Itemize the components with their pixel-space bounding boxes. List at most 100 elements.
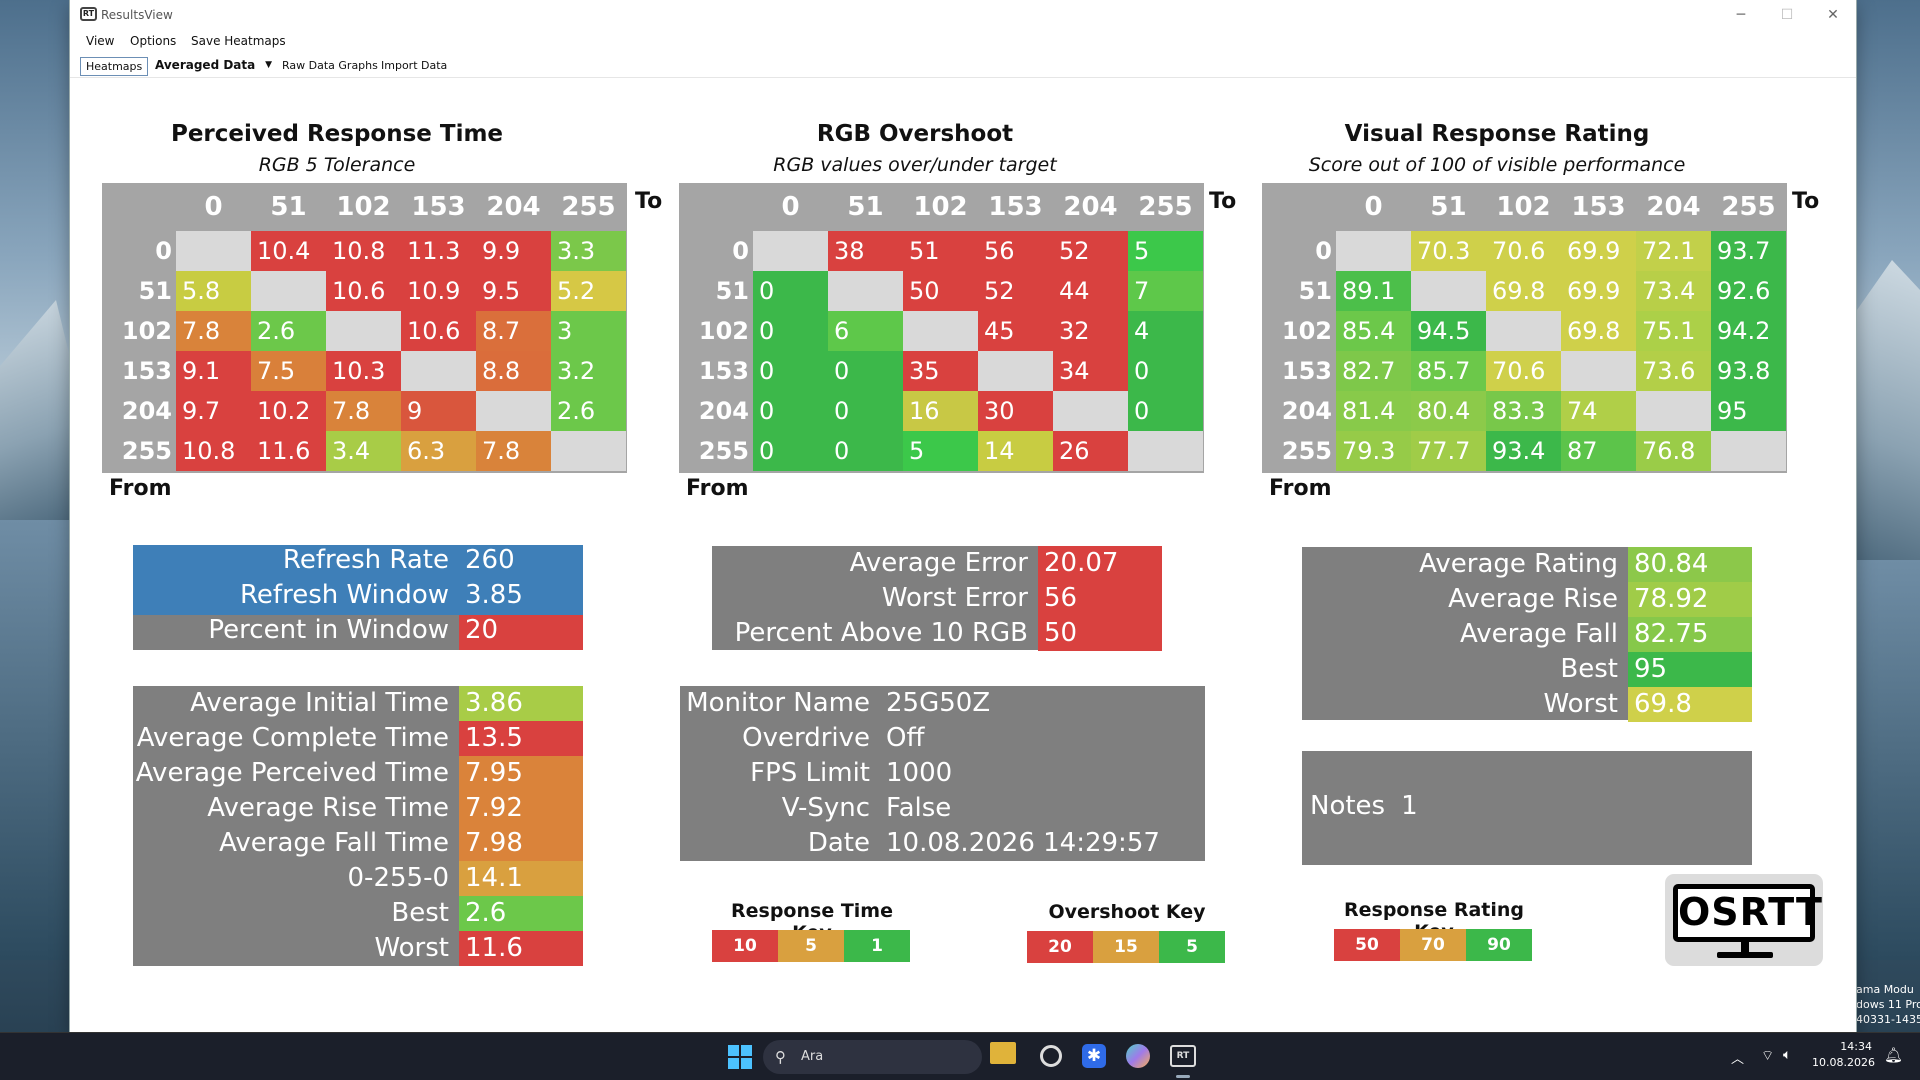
heatmap-cell [978, 351, 1053, 391]
menu-options[interactable]: Options [130, 34, 177, 48]
heatmap-cell: 69.8 [1486, 271, 1561, 311]
stat-label: Average Error [849, 548, 1028, 578]
heatmap-cell: 30 [978, 391, 1053, 431]
import-data-button[interactable]: Import Data [381, 59, 448, 72]
key-swatch: 90 [1466, 929, 1532, 961]
column-header: 102 [336, 192, 391, 222]
overshoot-heatmap: 0 51 102 153 204 255 0 38 51 56 52 5 51 0 50 52 44 7 102 0 6… [679, 183, 1204, 473]
title-bar[interactable]: RT ResultsView ─ ☐ ✕ [70, 0, 1856, 30]
heatmap-cell: 95 [1711, 391, 1786, 431]
stat-row: 0-255-0 14.1 [133, 861, 583, 896]
heatmap-cell: 70.6 [1486, 351, 1561, 391]
stat-value: 2.6 [459, 896, 583, 931]
stat-label: V-Sync [781, 793, 870, 823]
camera-app-icon[interactable] [1040, 1045, 1062, 1067]
column-header: 204 [1646, 192, 1701, 222]
desktop-lake-right [1850, 560, 1920, 960]
heatmap-cell: 85.4 [1336, 311, 1411, 351]
desktop-lake-left [0, 520, 80, 960]
heatmap-cell: 6.3 [401, 431, 476, 471]
windows-start-button[interactable] [724, 1041, 756, 1073]
heatmap-cell: 7.8 [176, 311, 251, 351]
heatmap-cell: 8.8 [476, 351, 551, 391]
heatmap-cell: 2.6 [551, 391, 626, 431]
heatmap-cell: 5 [903, 431, 978, 471]
file-explorer-icon[interactable] [990, 1042, 1016, 1064]
app-icon: RT [80, 7, 97, 21]
asterisk-app-icon[interactable]: ✱ [1082, 1044, 1106, 1068]
windows-logo-icon [728, 1045, 752, 1069]
heatmap-cell: 3 [551, 311, 626, 351]
heatmap-cell: 5 [1128, 231, 1203, 271]
column-header: 255 [1138, 192, 1193, 222]
maximize-button[interactable]: ☐ [1780, 7, 1794, 23]
heatmap-panel-response-time: Perceived Response Time RGB 5 Tolerance [102, 118, 572, 508]
heatmap-cell: 81.4 [1336, 391, 1411, 431]
stat-label: Average Rise [1448, 584, 1618, 614]
heatmap-cell: 0 [753, 431, 828, 471]
heatmap-cell: 26 [1053, 431, 1128, 471]
heatmap-cell [1486, 311, 1561, 351]
tray-overflow-icon[interactable]: ︿ [1731, 1052, 1745, 1067]
heatmap-cell: 0 [1128, 351, 1203, 391]
stat-label: Overdrive [742, 723, 870, 753]
heatmap-cell: 11.6 [251, 431, 326, 471]
stat-label: Percent Above 10 RGB [734, 618, 1028, 648]
column-header: 51 [847, 192, 884, 222]
notes-value: 1 [1401, 791, 1418, 821]
key-title: Overshoot Key [1048, 901, 1206, 923]
wifi-icon[interactable]: ⌔ [1761, 1048, 1775, 1064]
row-header: 204 [1281, 397, 1332, 425]
clock[interactable]: 14:34 10.08.2026 [1812, 1039, 1875, 1071]
volume-icon[interactable]: 🔈︎ [1783, 1047, 1792, 1063]
heatmap-cell: 5.2 [551, 271, 626, 311]
refresh-window-row: Refresh Window 3.85 [133, 580, 583, 615]
heatmap-panel-overshoot: RGB Overshoot RGB values over/under targ… [680, 118, 1150, 508]
heatmap-cell: 85.7 [1411, 351, 1486, 391]
stat-row: Average Error 20.07 [712, 546, 1162, 581]
heatmap-cell: 6 [828, 311, 903, 351]
heatmap-cell: 8.7 [476, 311, 551, 351]
browser-icon[interactable] [1126, 1044, 1150, 1068]
minimize-button[interactable]: ─ [1736, 7, 1746, 23]
heatmap-cell: 11.3 [401, 231, 476, 271]
heatmap-cell [1711, 431, 1786, 471]
menu-view[interactable]: View [86, 34, 115, 48]
row-header: 102 [1281, 317, 1332, 345]
row-header: 255 [121, 437, 172, 465]
heatmap-cell: 9 [401, 391, 476, 431]
chevron-down-icon: ▼ [265, 60, 272, 70]
stat-value: 3.86 [459, 686, 583, 721]
raw-data-graphs-button[interactable]: Raw Data Graphs [282, 59, 378, 72]
data-mode-dropdown[interactable]: Averaged Data ▼ [150, 57, 274, 76]
stat-label: Best [1560, 654, 1618, 684]
heatmap-cell: 0 [753, 311, 828, 351]
stat-label: Refresh Window [240, 580, 449, 610]
heatmap-cell: 0 [753, 391, 828, 431]
heatmap-cell [326, 311, 401, 351]
osrtt-taskbar-icon[interactable]: RT [1170, 1045, 1196, 1067]
taskbar-search[interactable]: ⚲ Ara [763, 1040, 982, 1074]
stat-label: Average Rise Time [207, 793, 449, 823]
heatmap-cell: 69.9 [1561, 231, 1636, 271]
heatmaps-tab[interactable]: Heatmaps [80, 57, 149, 76]
stat-row: Average Fall Time 7.98 [133, 826, 583, 861]
response-times-box: Average Initial Time 3.86 Average Complete… [133, 686, 583, 966]
heatmap-cell: 70.6 [1486, 231, 1561, 271]
close-button[interactable]: ✕ [1827, 7, 1839, 23]
heatmap-cell: 0 [828, 391, 903, 431]
stat-label: Average Complete Time [136, 723, 449, 753]
heatmap-cell: 69.9 [1561, 271, 1636, 311]
heatmap-cell: 10.6 [326, 271, 401, 311]
stat-value: 11.6 [459, 931, 583, 966]
heatmap-cell [1411, 271, 1486, 311]
column-header: 102 [1496, 192, 1551, 222]
search-placeholder: Ara [801, 1049, 824, 1064]
stat-value: 1000 [886, 758, 953, 788]
stat-value: 20.07 [1038, 546, 1162, 581]
heatmap-cell: 34 [1053, 351, 1128, 391]
response-time-key: Response Time Key1051 [712, 900, 912, 970]
menu-save-heatmaps[interactable]: Save Heatmaps [191, 34, 286, 48]
notification-bell-icon[interactable]: 🔔︎ [1884, 1046, 1904, 1064]
heatmap-cell: 94.5 [1411, 311, 1486, 351]
